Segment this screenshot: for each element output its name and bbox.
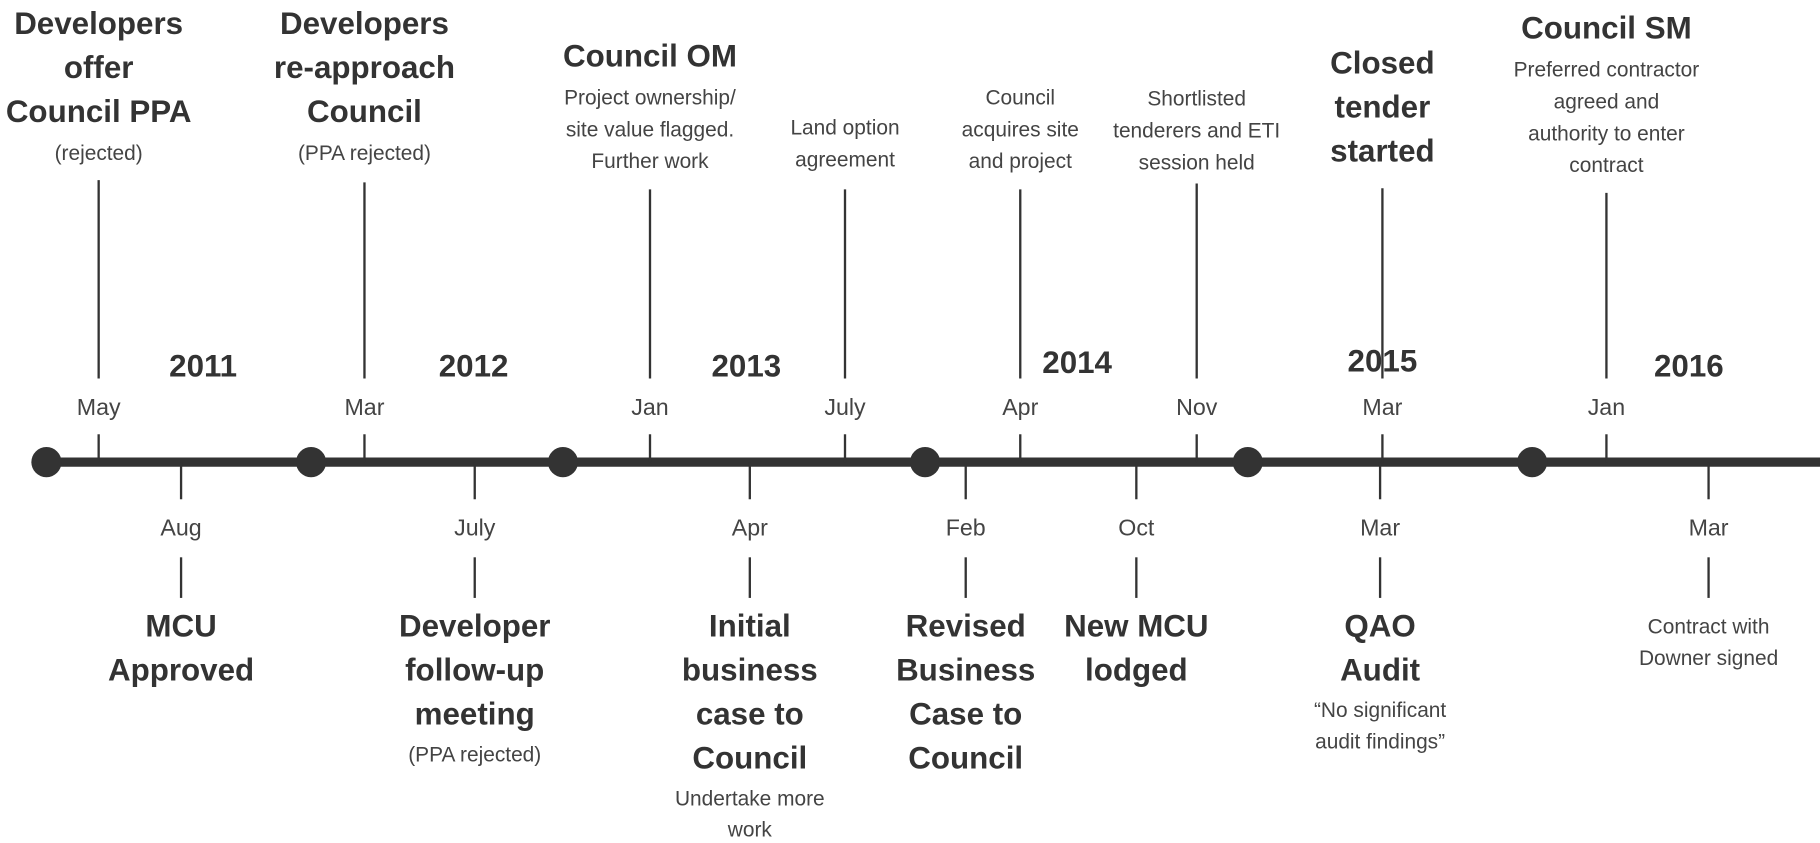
event-title: lodged <box>1085 652 1188 687</box>
event-subtitle: Land option <box>790 117 899 140</box>
event-subtitle: Undertake more <box>675 787 825 810</box>
year-label: 2013 <box>711 348 781 383</box>
event-month: Mar <box>1689 515 1729 541</box>
event-title: business <box>682 652 818 687</box>
year-dot <box>1232 447 1263 478</box>
event-title: meeting <box>415 697 535 732</box>
event-month: May <box>77 394 121 420</box>
event-subtitle: (PPA rejected) <box>298 142 431 165</box>
event-month: Mar <box>1362 394 1402 420</box>
event-title: Developers <box>14 6 183 41</box>
event-title: started <box>1330 134 1434 169</box>
event-subtitle: work <box>727 819 773 842</box>
event-month: Apr <box>1002 394 1038 420</box>
event-title: Business <box>896 652 1035 687</box>
event-title: Initial <box>709 608 791 643</box>
event-subtitle: Council <box>985 86 1055 109</box>
event-month: Oct <box>1118 515 1155 541</box>
event-title: Approved <box>108 652 254 687</box>
event-subtitle: contract <box>1569 154 1643 177</box>
event-subtitle: acquires site <box>962 118 1079 141</box>
event-month: July <box>454 515 496 541</box>
event-month: Mar <box>344 394 384 420</box>
event-title: follow-up <box>405 652 544 687</box>
event-subtitle: Preferred contractor <box>1514 58 1700 81</box>
event-month: Apr <box>732 515 768 541</box>
event-title: Council <box>908 741 1023 776</box>
event-month: Mar <box>1360 515 1400 541</box>
event-title: Developer <box>399 608 551 643</box>
event-subtitle: authority to enter <box>1528 122 1685 145</box>
event-subtitle: “No significant <box>1314 699 1446 722</box>
event-title: Council <box>692 741 807 776</box>
event-title: Revised <box>906 608 1026 643</box>
event-title: MCU <box>145 608 216 643</box>
event-title: tender <box>1335 90 1431 125</box>
event-title: QAO <box>1344 608 1415 643</box>
event-month: Jan <box>1588 394 1625 420</box>
year-label: 2012 <box>439 348 509 383</box>
year-label: 2014 <box>1042 345 1112 380</box>
event-subtitle: Further work <box>591 150 709 173</box>
event-subtitle: (PPA rejected) <box>408 743 541 766</box>
event-month: Jan <box>631 394 668 420</box>
event-title: Closed <box>1330 45 1434 80</box>
event-title: case to <box>696 697 804 732</box>
year-label: 2016 <box>1654 348 1724 383</box>
event-subtitle: (rejected) <box>55 142 143 165</box>
event-title: Developers <box>280 6 449 41</box>
event-month: Nov <box>1176 394 1218 420</box>
event-subtitle: tenderers and ETI <box>1113 119 1280 142</box>
event-subtitle: audit findings” <box>1315 731 1445 754</box>
event-subtitle: agreement <box>795 148 895 171</box>
event-title: offer <box>64 50 134 85</box>
event-month: Aug <box>160 515 201 541</box>
year-dot <box>295 447 327 478</box>
event-title: Council PPA <box>6 94 192 129</box>
event-subtitle: Downer signed <box>1639 647 1778 670</box>
event-subtitle: Shortlisted <box>1147 87 1246 110</box>
event-title: Case to <box>909 697 1022 732</box>
event-title: Council OM <box>563 38 737 73</box>
event-subtitle: session held <box>1139 151 1255 174</box>
year-dot <box>1517 447 1548 478</box>
event-subtitle: Project ownership/ <box>564 86 736 109</box>
event-month: Feb <box>946 515 986 541</box>
event-title: New MCU <box>1064 608 1208 643</box>
event-title: re-approach <box>274 50 455 85</box>
year-dot <box>31 447 62 478</box>
event-subtitle: Contract with <box>1648 616 1770 639</box>
event-title: Council SM <box>1521 11 1692 46</box>
event-title: Audit <box>1340 652 1421 687</box>
year-dot <box>910 447 941 478</box>
event-subtitle: agreed and <box>1554 90 1660 113</box>
event-title: Council <box>307 94 422 129</box>
year-label: 2011 <box>169 348 237 383</box>
year-dot <box>547 447 579 478</box>
event-subtitle: site value flagged. <box>566 118 734 141</box>
event-subtitle: and project <box>969 150 1072 173</box>
event-month: July <box>824 394 866 420</box>
